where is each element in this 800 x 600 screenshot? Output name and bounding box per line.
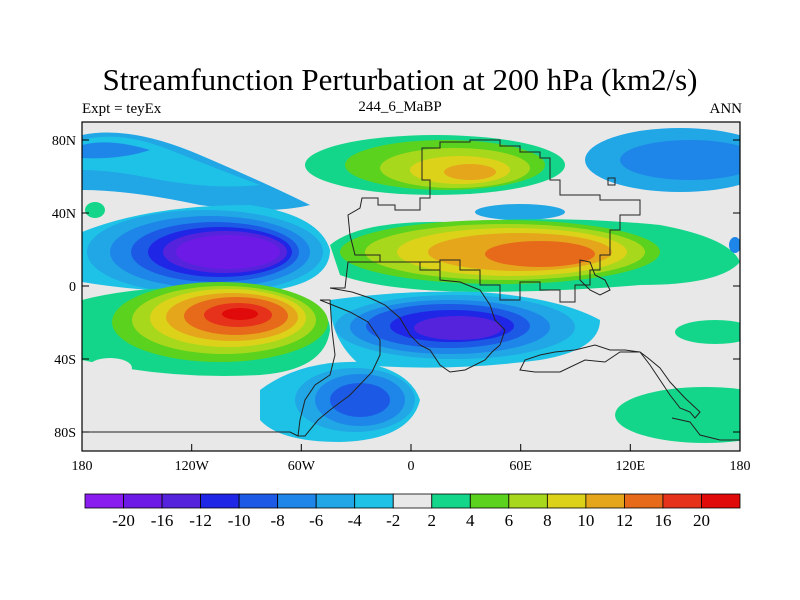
y-tick-labels: 80N 40N 0 40S 80S bbox=[52, 134, 76, 441]
x-tick-label: 0 bbox=[408, 459, 415, 474]
colorbar-swatch bbox=[200, 493, 240, 509]
colorbar-swatch bbox=[701, 493, 741, 509]
case-label: 244_6_MaBP bbox=[358, 99, 442, 115]
y-tick-label: 80S bbox=[54, 426, 76, 441]
colorbar-label: 6 bbox=[505, 511, 514, 530]
x-tick-label: 60E bbox=[509, 459, 532, 474]
x-tick-label: 60W bbox=[288, 459, 316, 474]
colorbar-swatch bbox=[662, 493, 702, 509]
x-axis bbox=[81, 444, 741, 451]
colorbar-swatch bbox=[123, 493, 163, 509]
colorbar-swatch bbox=[624, 493, 664, 509]
plot-title: Streamfunction Perturbation at 200 hPa (… bbox=[102, 62, 698, 97]
subtropical-south-low bbox=[330, 291, 600, 368]
arctic-high-anomaly bbox=[305, 135, 565, 195]
season-label: ANN bbox=[709, 101, 743, 117]
experiment-label: Expt = teyEx bbox=[82, 101, 162, 117]
south-east-high-anomaly bbox=[615, 320, 740, 443]
colorbar-label: -8 bbox=[271, 511, 285, 530]
contour-field bbox=[82, 122, 740, 451]
colorbar-label: 4 bbox=[466, 511, 475, 530]
colorbar-label: -12 bbox=[189, 511, 212, 530]
y-tick-label: 80N bbox=[52, 134, 76, 149]
x-tick-label: 120W bbox=[175, 459, 210, 474]
x-tick-label: 180 bbox=[72, 459, 93, 474]
y-axis bbox=[82, 139, 740, 433]
subtropical-north-high bbox=[330, 219, 740, 292]
subtropical-north-low bbox=[82, 205, 330, 294]
colorbar-swatch bbox=[546, 493, 587, 509]
colorbar: -20 -16 -12 -10 -8 -6 -4 -2 2 4 6 8 10 12 16 20 bbox=[84, 493, 741, 530]
colorbar-label: -20 bbox=[112, 511, 135, 530]
colorbar-swatch bbox=[392, 493, 433, 509]
colorbar-swatch bbox=[84, 493, 124, 509]
colorbar-label: -6 bbox=[309, 511, 323, 530]
colorbar-swatch bbox=[508, 493, 548, 509]
colorbar-label: 2 bbox=[428, 511, 437, 530]
colorbar-swatch bbox=[585, 493, 625, 509]
x-tick-label: 120E bbox=[616, 459, 646, 474]
colorbar-swatch bbox=[431, 493, 471, 509]
colorbar-label: 16 bbox=[654, 511, 671, 530]
north-east-low-anomaly bbox=[475, 128, 740, 220]
y-tick-label: 0 bbox=[69, 280, 76, 295]
x-tick-label: 180 bbox=[730, 459, 751, 474]
colorbar-swatch bbox=[161, 493, 201, 509]
colorbar-label: 8 bbox=[543, 511, 552, 530]
colorbar-label: -4 bbox=[348, 511, 363, 530]
colorbar-swatch bbox=[238, 493, 279, 509]
y-tick-label: 40N bbox=[52, 207, 76, 222]
y-tick-label: 40S bbox=[54, 353, 76, 368]
colorbar-label: 12 bbox=[616, 511, 633, 530]
colorbar-label: -10 bbox=[228, 511, 251, 530]
x-tick-labels: 180 120W 60W 0 60E 120E 180 bbox=[72, 459, 751, 474]
colorbar-swatch bbox=[354, 493, 394, 509]
colorbar-swatch bbox=[277, 493, 317, 509]
north-pacific-low-anomaly bbox=[82, 132, 310, 210]
colorbar-label: 20 bbox=[693, 511, 710, 530]
colorbar-label: 10 bbox=[577, 511, 594, 530]
colorbar-label: -2 bbox=[386, 511, 400, 530]
colorbar-swatch bbox=[469, 493, 510, 509]
subtropical-south-high bbox=[82, 282, 330, 376]
continent-outlines bbox=[82, 139, 740, 441]
colorbar-swatch bbox=[315, 493, 356, 509]
colorbar-label: -16 bbox=[151, 511, 174, 530]
